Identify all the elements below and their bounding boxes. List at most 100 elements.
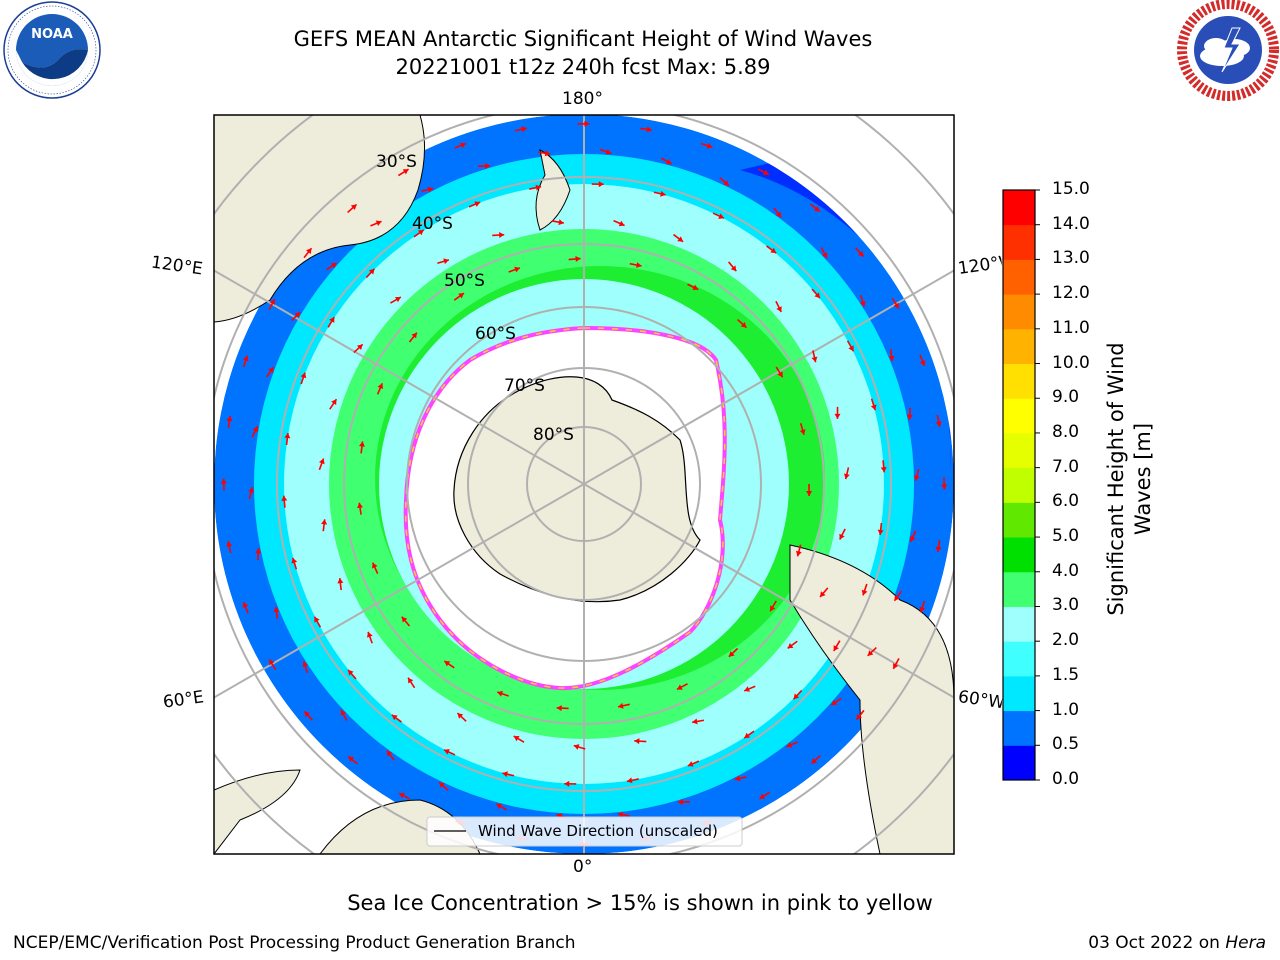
footer-branch: NCEP/EMC/Verification Post Processing Pr… bbox=[13, 933, 576, 953]
lat-label-50s: 50°S bbox=[444, 271, 485, 291]
wind-wave-arrowhead bbox=[375, 220, 382, 226]
wind-wave-arrowhead bbox=[913, 475, 920, 481]
wind-wave-arrowhead bbox=[318, 458, 325, 465]
wind-wave-arrowhead bbox=[857, 250, 864, 257]
wind-wave-arrowhead bbox=[799, 429, 806, 435]
colorbar-bin bbox=[1003, 710, 1035, 746]
south-america bbox=[789, 544, 954, 854]
wind-wave-arrowhead bbox=[665, 159, 672, 165]
colorbar-tick-label: 1.5 bbox=[1052, 664, 1080, 685]
wind-wave-arrowhead bbox=[605, 148, 612, 155]
wind-wave-arrowhead bbox=[460, 142, 466, 149]
wind-wave-arrowhead bbox=[444, 661, 451, 667]
wind-wave-arrowhead bbox=[848, 345, 854, 352]
wind-wave-arrowhead bbox=[910, 535, 916, 542]
wind-wave-arrowhead bbox=[617, 811, 624, 818]
wind-wave-arrowhead bbox=[618, 702, 624, 709]
noaa-logo: NOAA bbox=[3, 1, 101, 99]
wind-wave-arrowhead bbox=[281, 495, 288, 501]
colorbar-tick-label: 15.0 bbox=[1052, 179, 1090, 199]
wind-wave-arrowhead bbox=[226, 541, 233, 547]
graticule bbox=[214, 115, 954, 854]
wind-wave-arrowhead bbox=[728, 651, 735, 657]
map-title: GEFS MEAN Antarctic Significant Height o… bbox=[293, 27, 873, 51]
wind-wave-arrowhead bbox=[893, 663, 899, 669]
sea-ice-caption: Sea Ice Concentration > 15% is shown in … bbox=[347, 891, 933, 915]
wind-wave-arrowhead bbox=[330, 262, 337, 269]
wind-wave-arrowhead bbox=[377, 383, 384, 390]
wind-wave-arrowhead bbox=[458, 293, 464, 299]
wind-wave-arrowhead bbox=[814, 292, 820, 299]
wind-wave-arrowhead bbox=[677, 798, 683, 805]
wind-wave-arrowhead bbox=[291, 557, 298, 564]
lon-label-0: 0° bbox=[573, 857, 593, 877]
wind-wave-arrowhead bbox=[718, 213, 724, 219]
colorbar-bin bbox=[1003, 675, 1035, 712]
noaa-logo-text: NOAA bbox=[31, 27, 73, 42]
wind-wave-arrowhead bbox=[269, 659, 275, 666]
wind-wave-arrowhead bbox=[386, 750, 393, 757]
wind-wave-arrowhead bbox=[340, 709, 347, 716]
colorbar-bin bbox=[1003, 190, 1035, 226]
wind-wave-arrowhead bbox=[366, 631, 373, 638]
wind-wave-arrowhead bbox=[304, 711, 311, 718]
colorbar-tick-label: 8.0 bbox=[1052, 421, 1080, 442]
colorbar-tick-label: 9.0 bbox=[1052, 387, 1080, 408]
wind-wave-arrowhead bbox=[444, 749, 450, 755]
colorbar-bin bbox=[1003, 745, 1035, 781]
wind-wave-arrowhead bbox=[893, 302, 899, 309]
colorbar-bin bbox=[1003, 398, 1035, 434]
wind-wave-arrowhead bbox=[811, 356, 818, 363]
wind-wave-arrowhead bbox=[740, 322, 747, 328]
wind-wave-arrowhead bbox=[252, 426, 258, 433]
wind-wave-arrowhead bbox=[627, 777, 633, 784]
colorbar-tick-label: 0.5 bbox=[1052, 734, 1080, 755]
wind-wave-arrowhead bbox=[834, 413, 841, 419]
colorbar-tick-label: 1.0 bbox=[1052, 699, 1080, 720]
wind-wave-arrowhead bbox=[399, 793, 405, 799]
wind-wave-arrowhead bbox=[402, 169, 409, 175]
wind-wave-arrowhead bbox=[368, 268, 375, 275]
footer-date: 03 Oct 2022 on Hera bbox=[1088, 933, 1266, 953]
colorbar-bin bbox=[1003, 537, 1035, 573]
wind-wave-arrowhead bbox=[329, 317, 335, 323]
australia bbox=[214, 115, 426, 323]
colorbar-tick-label: 2.0 bbox=[1052, 630, 1080, 651]
wind-wave-arrowhead bbox=[634, 738, 640, 745]
wind-wave-arrowhead bbox=[584, 120, 590, 127]
wind-wave-arrowhead bbox=[558, 219, 564, 226]
wind-wave-arrowhead bbox=[775, 211, 782, 218]
wind-wave-arrowhead bbox=[777, 371, 783, 378]
wind-wave-arrowhead bbox=[763, 169, 769, 175]
wind-wave-arrowhead bbox=[220, 478, 227, 484]
wind-wave-arrowhead bbox=[337, 578, 344, 584]
colorbar-tick-label: 14.0 bbox=[1052, 213, 1090, 234]
wind-wave-arrowhead bbox=[306, 248, 312, 254]
wind-wave-arrowhead bbox=[331, 399, 337, 405]
wind-wave-arrowhead bbox=[248, 487, 255, 493]
lat-label-40s: 40°S bbox=[412, 214, 453, 234]
wind-wave-arrowhead bbox=[573, 744, 580, 750]
colorbar-bin bbox=[1003, 328, 1035, 365]
wind-wave-arrowhead bbox=[787, 643, 794, 649]
wind-wave-arrowhead bbox=[514, 266, 520, 273]
wind-wave-arrowhead bbox=[677, 236, 684, 242]
map-legend bbox=[426, 816, 743, 847]
wind-wave-arrowhead bbox=[833, 645, 839, 651]
colorbar-tick-label: 5.0 bbox=[1052, 526, 1080, 547]
colorbar-tick-label: 11.0 bbox=[1052, 317, 1090, 338]
colorbar-bin bbox=[1003, 363, 1035, 399]
wind-wave-arrowhead bbox=[417, 229, 424, 236]
wind-wave-arrowhead bbox=[314, 616, 320, 623]
wind-wave-arrowhead bbox=[795, 550, 802, 557]
wind-wave-arrowhead bbox=[356, 344, 363, 350]
wind-wave-arrowhead bbox=[564, 780, 570, 787]
wind-wave-arrowhead bbox=[861, 589, 868, 596]
wind-wave-arrowhead bbox=[770, 247, 777, 254]
wind-wave-arrowhead bbox=[839, 533, 845, 540]
wind-wave-arrowhead bbox=[273, 606, 280, 613]
wind-wave-arrowhead bbox=[843, 473, 850, 480]
nws-logo bbox=[1177, 0, 1279, 101]
wind-wave-arrowhead bbox=[692, 284, 699, 291]
